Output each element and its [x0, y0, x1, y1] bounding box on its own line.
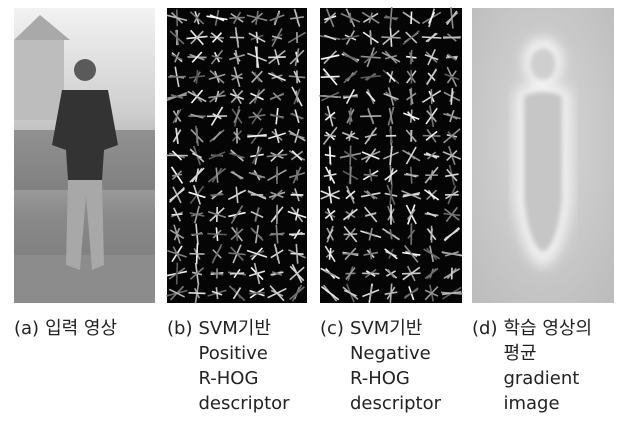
- caption-line: descriptor: [350, 391, 441, 416]
- caption-line: SVM기반: [198, 316, 289, 341]
- hog-stroke: [370, 32, 371, 43]
- hog-stroke: [411, 50, 412, 64]
- hog-stroke: [321, 76, 340, 77]
- hog-stroke: [189, 293, 206, 294]
- hog-stroke: [381, 37, 400, 38]
- caption-line: R-HOG: [198, 366, 289, 391]
- average-gradient-image: [472, 8, 614, 303]
- caption-line: image: [503, 391, 592, 416]
- caption: (a)입력 영상: [14, 316, 117, 341]
- caption-line: descriptor: [198, 391, 289, 416]
- hog-stroke: [422, 37, 442, 38]
- hog-stroke: [229, 17, 244, 18]
- input-image: [14, 8, 155, 303]
- hog-stroke: [230, 273, 244, 274]
- caption-line: Positive: [198, 341, 289, 366]
- caption-line: 평균: [503, 341, 592, 366]
- hog-stroke: [350, 13, 351, 23]
- hog-stroke: [324, 135, 336, 136]
- figure: (a)입력 영상 (b)SVM기반PositiveR-HOGdescriptor…: [0, 0, 628, 429]
- images: [0, 0, 628, 310]
- caption-line: SVM기반: [350, 316, 441, 341]
- caption-line: 학습 영상의: [503, 316, 592, 341]
- hog-stroke: [177, 263, 178, 285]
- hog-stroke: [172, 214, 183, 215]
- caption-label: (c): [320, 316, 344, 416]
- caption-line: Negative: [350, 341, 441, 366]
- caption: (d)학습 영상의평균gradientimage: [472, 316, 592, 416]
- hog-stroke: [249, 293, 265, 294]
- hog-stroke: [443, 37, 461, 38]
- caption-line: R-HOG: [350, 366, 441, 391]
- caption-label: (d): [472, 316, 497, 416]
- hog-stroke: [191, 234, 203, 235]
- caption-label: (a): [14, 316, 39, 341]
- hog-stroke: [268, 57, 286, 58]
- hog-stroke: [360, 116, 381, 117]
- hog-stroke: [411, 12, 412, 24]
- caption-line: gradient: [503, 366, 592, 391]
- caption: (b)SVM기반PositiveR-HOGdescriptor: [167, 316, 290, 416]
- hog-stroke: [168, 77, 186, 78]
- caption-label: (b): [167, 316, 192, 416]
- caption-line: 입력 영상: [45, 316, 117, 341]
